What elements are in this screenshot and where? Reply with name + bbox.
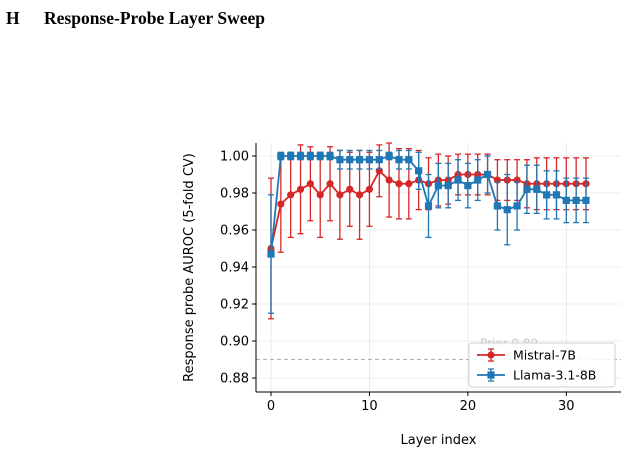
data-point — [296, 185, 305, 193]
data-point — [405, 180, 413, 188]
series-llama-3-1-8b — [267, 149, 590, 314]
legend-marker — [487, 371, 495, 379]
data-point — [355, 156, 364, 164]
axes: 0 10 20 30 0.88 0.90 0.92 0.94 0.96 0.98 1.00 — [220, 143, 621, 414]
legend-label: Llama-3.1-8B — [513, 368, 596, 383]
data-point — [405, 156, 413, 164]
data-point — [582, 196, 590, 204]
y-tick-label: 0.88 — [220, 372, 249, 387]
data-point — [454, 176, 462, 184]
data-point — [513, 202, 521, 210]
data-point — [277, 200, 285, 208]
data-point — [306, 180, 314, 188]
data-point — [543, 191, 551, 199]
y-tick-label: 0.94 — [220, 261, 249, 276]
data-point — [375, 156, 383, 164]
data-point — [503, 206, 511, 214]
data-point — [424, 202, 433, 210]
y-tick-label: 0.98 — [220, 187, 249, 202]
x-tick-label: 20 — [460, 399, 477, 414]
data-point — [346, 156, 354, 164]
x-tick-label: 10 — [361, 399, 378, 414]
y-tick-label: 0.96 — [220, 224, 249, 239]
data-point — [493, 202, 502, 210]
data-point — [365, 156, 374, 164]
legend-box — [468, 342, 616, 388]
data-point — [395, 180, 403, 188]
section-heading: H Response-Probe Layer Sweep — [6, 8, 265, 29]
data-point — [316, 191, 324, 199]
data-point — [267, 250, 275, 258]
data-point — [552, 191, 561, 199]
data-point — [277, 152, 285, 160]
data-point — [474, 176, 482, 184]
section-number: H — [6, 8, 20, 28]
data-point — [523, 185, 531, 193]
data-point — [385, 152, 393, 160]
data-point — [464, 182, 472, 190]
data-point — [326, 152, 334, 160]
data-point — [434, 182, 442, 190]
data-point — [296, 152, 305, 160]
data-point — [287, 152, 295, 160]
data-point — [346, 185, 354, 193]
y-axis-label: Response probe AUROC (5-fold CV) — [182, 153, 197, 382]
data-point — [395, 156, 403, 164]
data-point — [533, 185, 541, 193]
y-tick-label: 0.90 — [220, 335, 249, 350]
data-point — [336, 156, 344, 164]
y-tick-label: 0.92 — [220, 298, 249, 313]
legend-label: Mistral-7B — [513, 348, 576, 363]
section-title: Response-Probe Layer Sweep — [44, 8, 266, 28]
data-point — [355, 191, 364, 199]
y-tick-label: 1.00 — [220, 150, 249, 165]
data-point — [385, 176, 393, 184]
data-point — [444, 182, 452, 190]
data-point — [572, 196, 580, 204]
x-axis-label: Layer index — [401, 433, 477, 448]
data-point — [287, 191, 295, 199]
x-tick-label: 30 — [558, 399, 575, 414]
data-point — [415, 167, 423, 175]
data-point — [306, 152, 314, 160]
data-point — [562, 196, 570, 204]
series-layer — [267, 142, 590, 320]
data-point — [365, 185, 374, 193]
x-tick-label: 0 — [267, 399, 275, 414]
legend: Mistral-7B Llama-3.1-8B — [468, 342, 616, 388]
data-point — [316, 152, 324, 160]
legend-marker — [487, 351, 495, 359]
data-point — [326, 180, 334, 188]
data-point — [336, 191, 344, 199]
data-point — [483, 170, 492, 179]
